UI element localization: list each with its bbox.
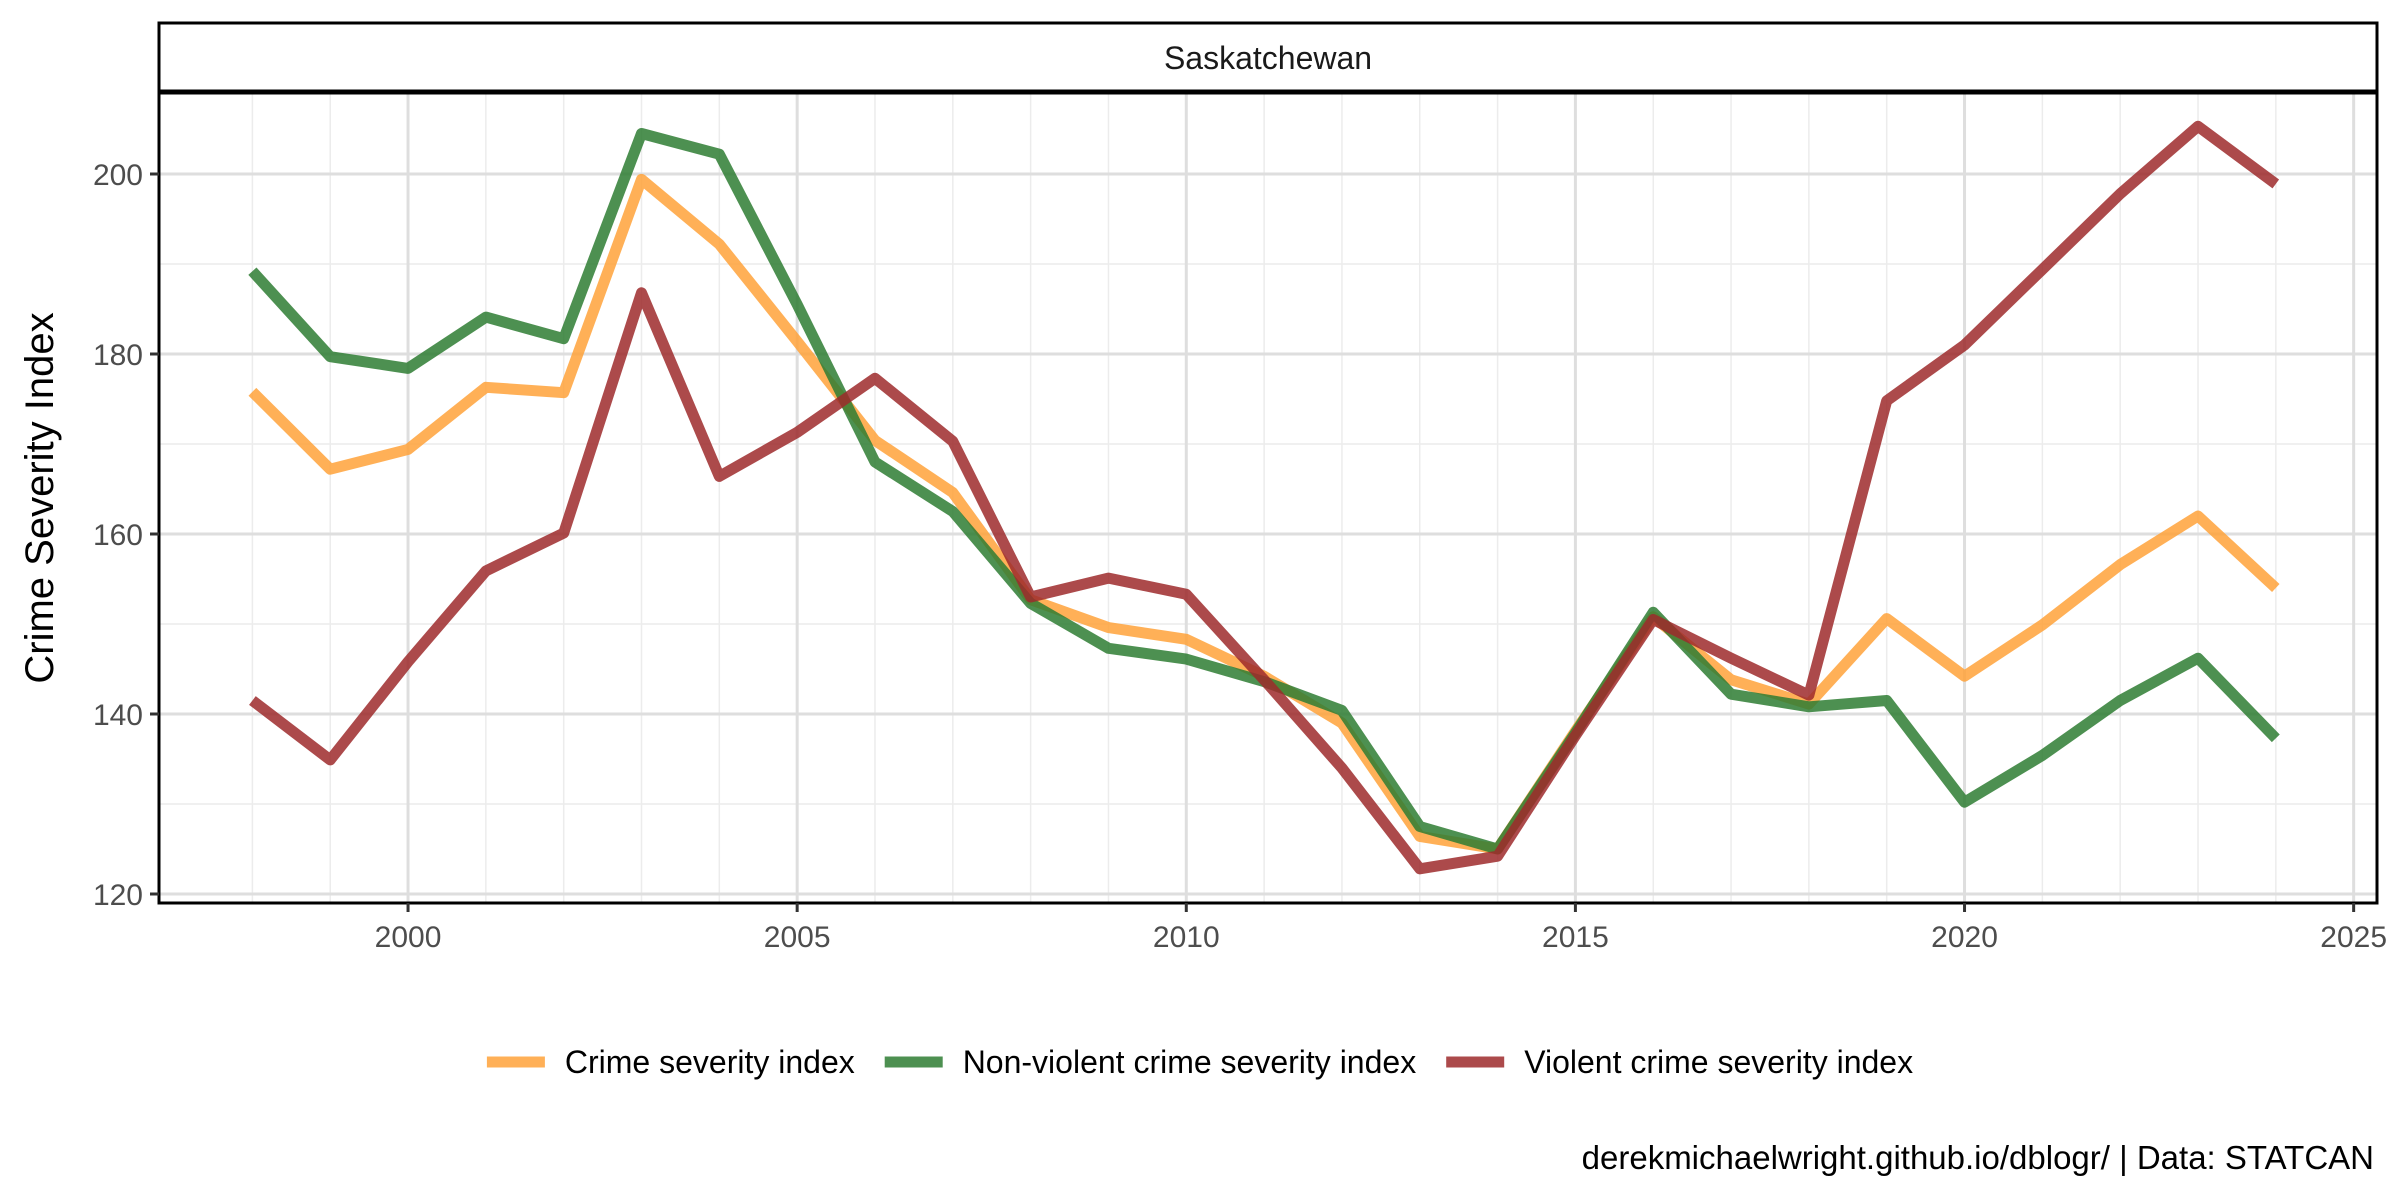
y-tick-label: 200 (93, 159, 143, 192)
legend-item-2: Violent crime severity index (1446, 1044, 1913, 1080)
legend-item-0: Crime severity index (486, 1044, 855, 1080)
x-tick-label: 2020 (1931, 921, 1998, 954)
grid-minor (159, 93, 2377, 903)
x-tick-label: 2025 (2320, 921, 2387, 954)
plot-panel (159, 93, 2377, 903)
y-tick-label: 140 (93, 699, 143, 732)
y-tick-label: 120 (93, 879, 143, 912)
x-tick-label: 2000 (375, 921, 442, 954)
caption: derekmichaelwright.github.io/dblogr/ | D… (1582, 1139, 2374, 1176)
facet-strip-label: Saskatchewan (1164, 40, 1372, 76)
y-tick-label: 160 (93, 519, 143, 552)
legend: Crime severity index Non-violent crime se… (486, 1044, 1913, 1080)
x-axis: 2000 2005 2010 2015 2020 2025 (375, 903, 2387, 954)
legend-label: Crime severity index (565, 1044, 855, 1080)
y-axis-title: Crime Severity Index (18, 312, 62, 683)
x-tick-label: 2005 (764, 921, 831, 954)
series-layer (248, 120, 2280, 875)
series-line-2 (249, 120, 2280, 875)
legend-label: Violent crime severity index (1524, 1044, 1913, 1080)
plot-panel-border (157, 91, 2379, 905)
x-tick-label: 2015 (1542, 921, 1609, 954)
x-tick-label: 2010 (1153, 921, 1220, 954)
legend-item-1: Non-violent crime severity index (884, 1044, 1416, 1080)
grid-major (159, 93, 2377, 903)
y-axis: 120 140 160 180 200 (93, 159, 159, 912)
y-tick-label: 180 (93, 339, 143, 372)
facet-strip (157, 21, 2379, 93)
legend-label: Non-violent crime severity index (963, 1044, 1416, 1080)
